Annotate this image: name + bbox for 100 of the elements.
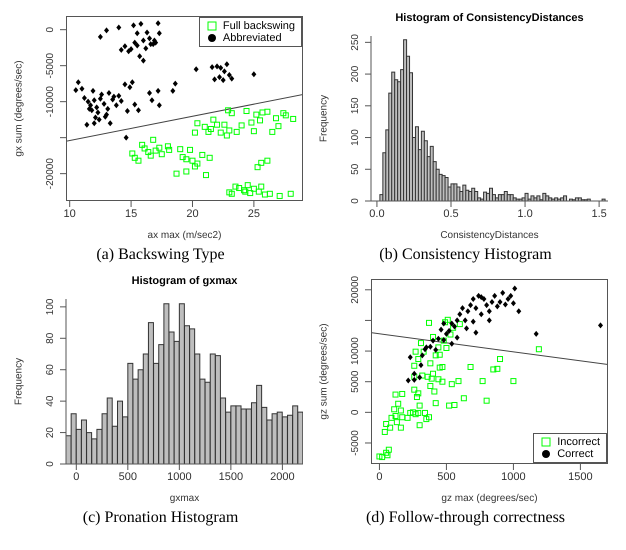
text: (a) Backswing Type — [95, 245, 226, 265]
point — [486, 317, 492, 324]
point — [430, 338, 436, 344]
point — [498, 299, 503, 306]
x-tick-label: 10 — [64, 208, 76, 220]
x-tick-label: 500 — [437, 470, 456, 483]
y-tick-label: 50 — [350, 163, 361, 175]
y-tick-label: 0 — [45, 26, 56, 32]
point — [433, 346, 438, 353]
point — [512, 286, 518, 292]
point — [470, 296, 476, 302]
point — [510, 300, 516, 306]
point — [408, 354, 413, 360]
point — [418, 362, 424, 368]
y-tick-label: 20000 — [350, 275, 361, 304]
point — [516, 308, 522, 314]
x-tick-label: 0.5 — [443, 208, 459, 220]
y-axis-title: Frequency — [318, 94, 330, 142]
legend-label: Abbreviated — [222, 32, 282, 44]
point — [464, 325, 470, 332]
point — [438, 326, 444, 333]
point — [412, 376, 417, 383]
y-axis-title: gz sum (degrees/sec) — [318, 323, 330, 420]
point — [484, 302, 490, 308]
point — [489, 299, 494, 306]
y-tick-label: -10000 — [45, 86, 56, 118]
y-tick-label: 80 — [45, 332, 56, 344]
point — [470, 318, 476, 325]
chart-title: Histogram of gxmax — [130, 274, 238, 289]
point — [454, 317, 460, 324]
y-tick-label: 10000 — [350, 336, 361, 365]
y-tick-label: 0 — [350, 198, 361, 204]
y-tick-label: 250 — [350, 34, 361, 51]
point — [534, 330, 539, 337]
x-tick-label: 0 — [73, 470, 80, 483]
point — [457, 311, 462, 318]
point — [460, 305, 466, 312]
chart-title: Histogram of ConsistencyDistances — [394, 11, 585, 26]
y-tick-label: 0 — [350, 409, 361, 416]
point — [473, 305, 478, 312]
x-tick-label: 25 — [248, 208, 260, 220]
x-tick-label: 1.0 — [517, 208, 533, 220]
point — [417, 374, 422, 380]
point — [506, 296, 511, 302]
point — [468, 302, 474, 308]
y-tick-label: 40 — [45, 395, 56, 407]
y-tick-label: 60 — [45, 364, 56, 376]
point — [412, 370, 417, 377]
y-tick-label: -5000 — [45, 52, 56, 78]
y-tick-label: 200 — [350, 65, 361, 82]
x-tick-label: 0 — [376, 470, 383, 483]
point — [486, 308, 492, 314]
y-tick-label: -20000 — [45, 158, 56, 190]
x-tick-label: 1500 — [568, 470, 593, 483]
legend-label: Incorrect — [557, 436, 600, 448]
text: (c) Pronation Histogram — [82, 508, 240, 528]
point — [454, 334, 460, 341]
x-axis-title: gz max (degrees/sec) — [441, 493, 538, 504]
x-axis-title: gxmax — [170, 493, 200, 504]
point — [598, 322, 603, 328]
x-tick-label: 1000 — [167, 470, 192, 483]
x-tick-label: 1.5 — [591, 208, 607, 220]
point — [494, 303, 500, 310]
point — [444, 330, 449, 337]
y-axis-title: gx sum (degrees/sec) — [14, 60, 25, 157]
point — [462, 317, 468, 324]
y-axis-title: Frequency — [14, 358, 25, 406]
x-tick-label: 20 — [186, 208, 199, 220]
x-axis-title: ConsistencyDistances — [440, 230, 539, 241]
point — [478, 294, 484, 300]
legend-label: Correct — [557, 448, 594, 460]
point — [449, 340, 454, 347]
point — [436, 336, 441, 342]
x-tick-label: 1000 — [501, 470, 526, 483]
y-tick-label: 100 — [45, 298, 56, 316]
point — [406, 377, 411, 384]
y-tick-label: 0 — [45, 460, 56, 467]
y-tick-label: 5000 — [350, 370, 361, 393]
x-tick-label: 500 — [118, 470, 138, 483]
y-tick-label: 150 — [350, 97, 361, 114]
x-tick-label: 15 — [124, 208, 138, 220]
x-tick-label: 2000 — [270, 470, 295, 483]
x-axis-title: ax max (m/sec2) — [148, 230, 222, 241]
point — [473, 330, 478, 336]
x-tick-label: 0.0 — [369, 208, 385, 220]
point — [420, 352, 425, 358]
point — [449, 320, 454, 326]
point — [500, 290, 506, 296]
point — [465, 308, 470, 314]
text: (b) Consistency Histogram — [378, 245, 553, 265]
point — [446, 328, 452, 334]
text: (d) Follow-through correctness — [364, 508, 566, 528]
x-tick-label: 1500 — [218, 470, 244, 483]
y-tick-label: 20 — [45, 426, 56, 438]
point — [502, 301, 508, 308]
y-tick-label: 100 — [350, 128, 361, 146]
point — [492, 292, 498, 299]
point — [508, 292, 514, 299]
y-tick-label: -5000 — [350, 430, 361, 456]
point — [478, 311, 484, 318]
